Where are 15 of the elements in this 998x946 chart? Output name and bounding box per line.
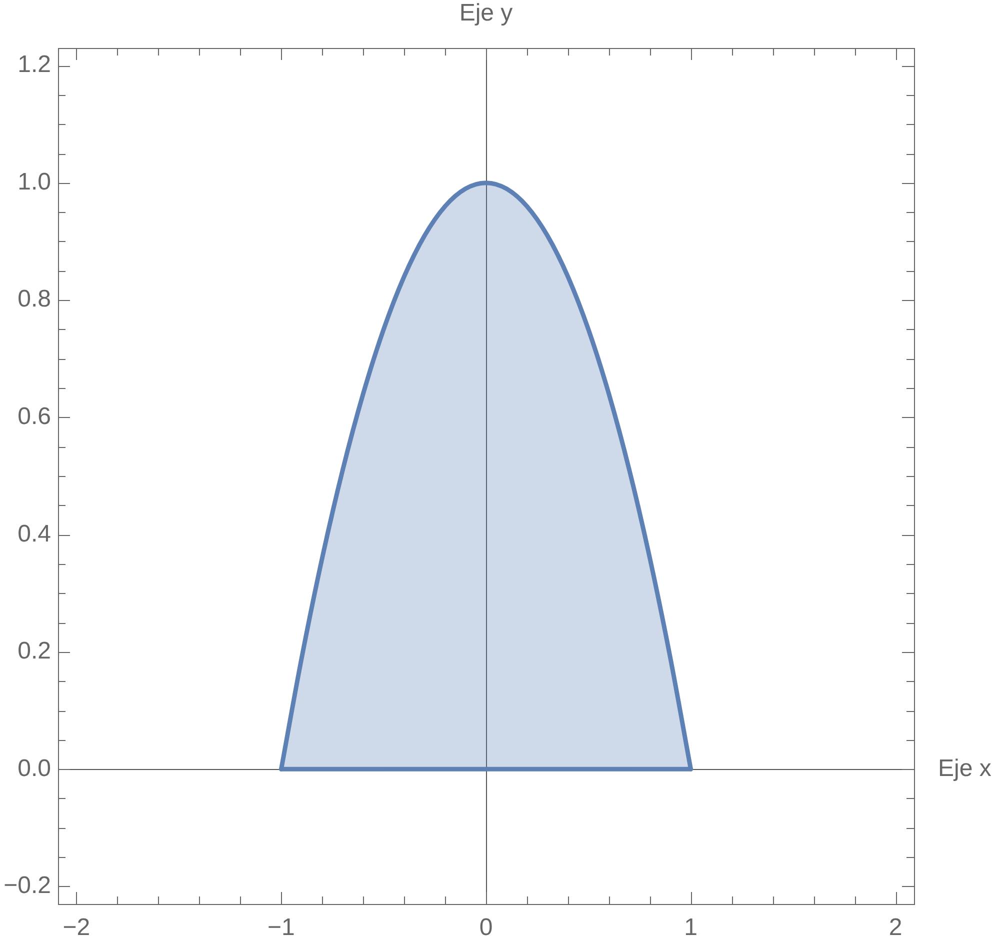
- x-tick-label: −1: [268, 914, 295, 942]
- y-tick-label: 0.8: [18, 286, 51, 313]
- y-tick-label: 1.2: [18, 51, 51, 78]
- x-tick-label: 0: [479, 914, 493, 942]
- y-tick-label: 0.0: [18, 754, 51, 782]
- x-tick-label: −2: [62, 914, 90, 942]
- y-tick-label: 0.2: [18, 638, 51, 665]
- x-axis-title: Eje x: [938, 754, 992, 782]
- y-tick-label: 0.6: [18, 402, 51, 430]
- y-tick-label: 0.4: [18, 520, 51, 548]
- y-tick-label: 1.0: [18, 168, 51, 196]
- x-tick-label: 2: [888, 914, 902, 942]
- y-tick-label: −0.2: [4, 872, 51, 900]
- y-axis-title: Eje y: [459, 0, 513, 27]
- x-tick-label: 1: [684, 914, 698, 942]
